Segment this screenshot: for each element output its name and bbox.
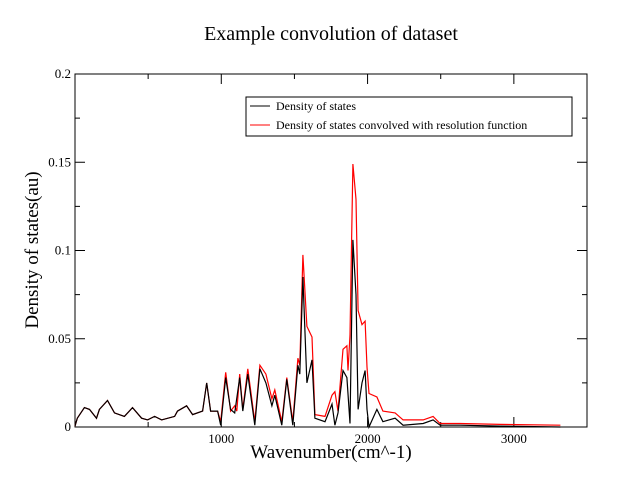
y-tick-label: 0 <box>65 419 72 434</box>
chart-title: Example convolution of dataset <box>204 23 458 45</box>
x-tick-label: 1000 <box>208 431 234 446</box>
y-tick-label: 0.1 <box>55 243 71 258</box>
legend-box <box>245 96 573 137</box>
legend-label-convolved: Density of states convolved with resolut… <box>276 118 527 132</box>
legend-label-density-of-states: Density of states <box>276 99 356 113</box>
y-tick-label: 0.2 <box>55 66 71 81</box>
y-tick-label: 0.05 <box>48 331 71 346</box>
legend: Density of states Density of states conv… <box>245 96 573 137</box>
x-tick-label: 3000 <box>501 431 527 446</box>
series-line <box>74 239 561 430</box>
x-tick-label: 2000 <box>355 431 381 446</box>
y-axis-label: Density of states(au) <box>22 171 43 328</box>
y-tick-label: 0.15 <box>48 154 71 169</box>
x-axis-label: Wavenumber(cm^-1) <box>250 442 411 463</box>
series-group <box>74 163 561 430</box>
axis-ticks: 1000 2000 3000 0 0.05 0.1 0.15 0.2 <box>48 66 587 446</box>
series-line <box>74 163 561 427</box>
